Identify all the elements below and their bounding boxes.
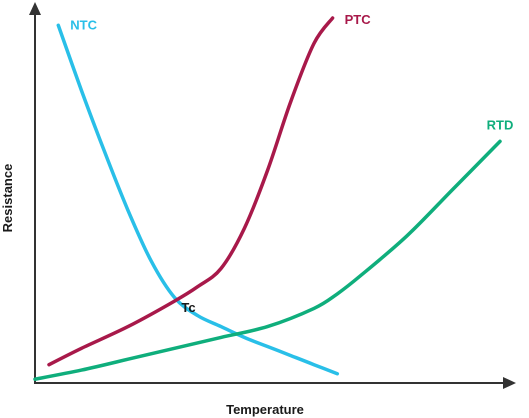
label-layer: NTC PTC RTD Tc	[70, 12, 513, 315]
series-label-rtd: RTD	[487, 117, 514, 132]
series-label-ntc: NTC	[70, 17, 97, 32]
series-line-rtd	[33, 139, 502, 381]
y-axis-title: Resistance	[0, 164, 15, 233]
axes	[29, 2, 516, 389]
x-axis-arrowhead	[503, 377, 516, 389]
y-axis-arrowhead	[29, 2, 41, 15]
series-line-ptc	[47, 16, 335, 367]
x-axis-title: Temperature	[226, 402, 304, 417]
series-label-ptc: PTC	[345, 12, 372, 27]
series-layer	[33, 16, 502, 381]
annotation-tc: Tc	[181, 300, 195, 315]
series-line-ntc	[56, 23, 340, 376]
